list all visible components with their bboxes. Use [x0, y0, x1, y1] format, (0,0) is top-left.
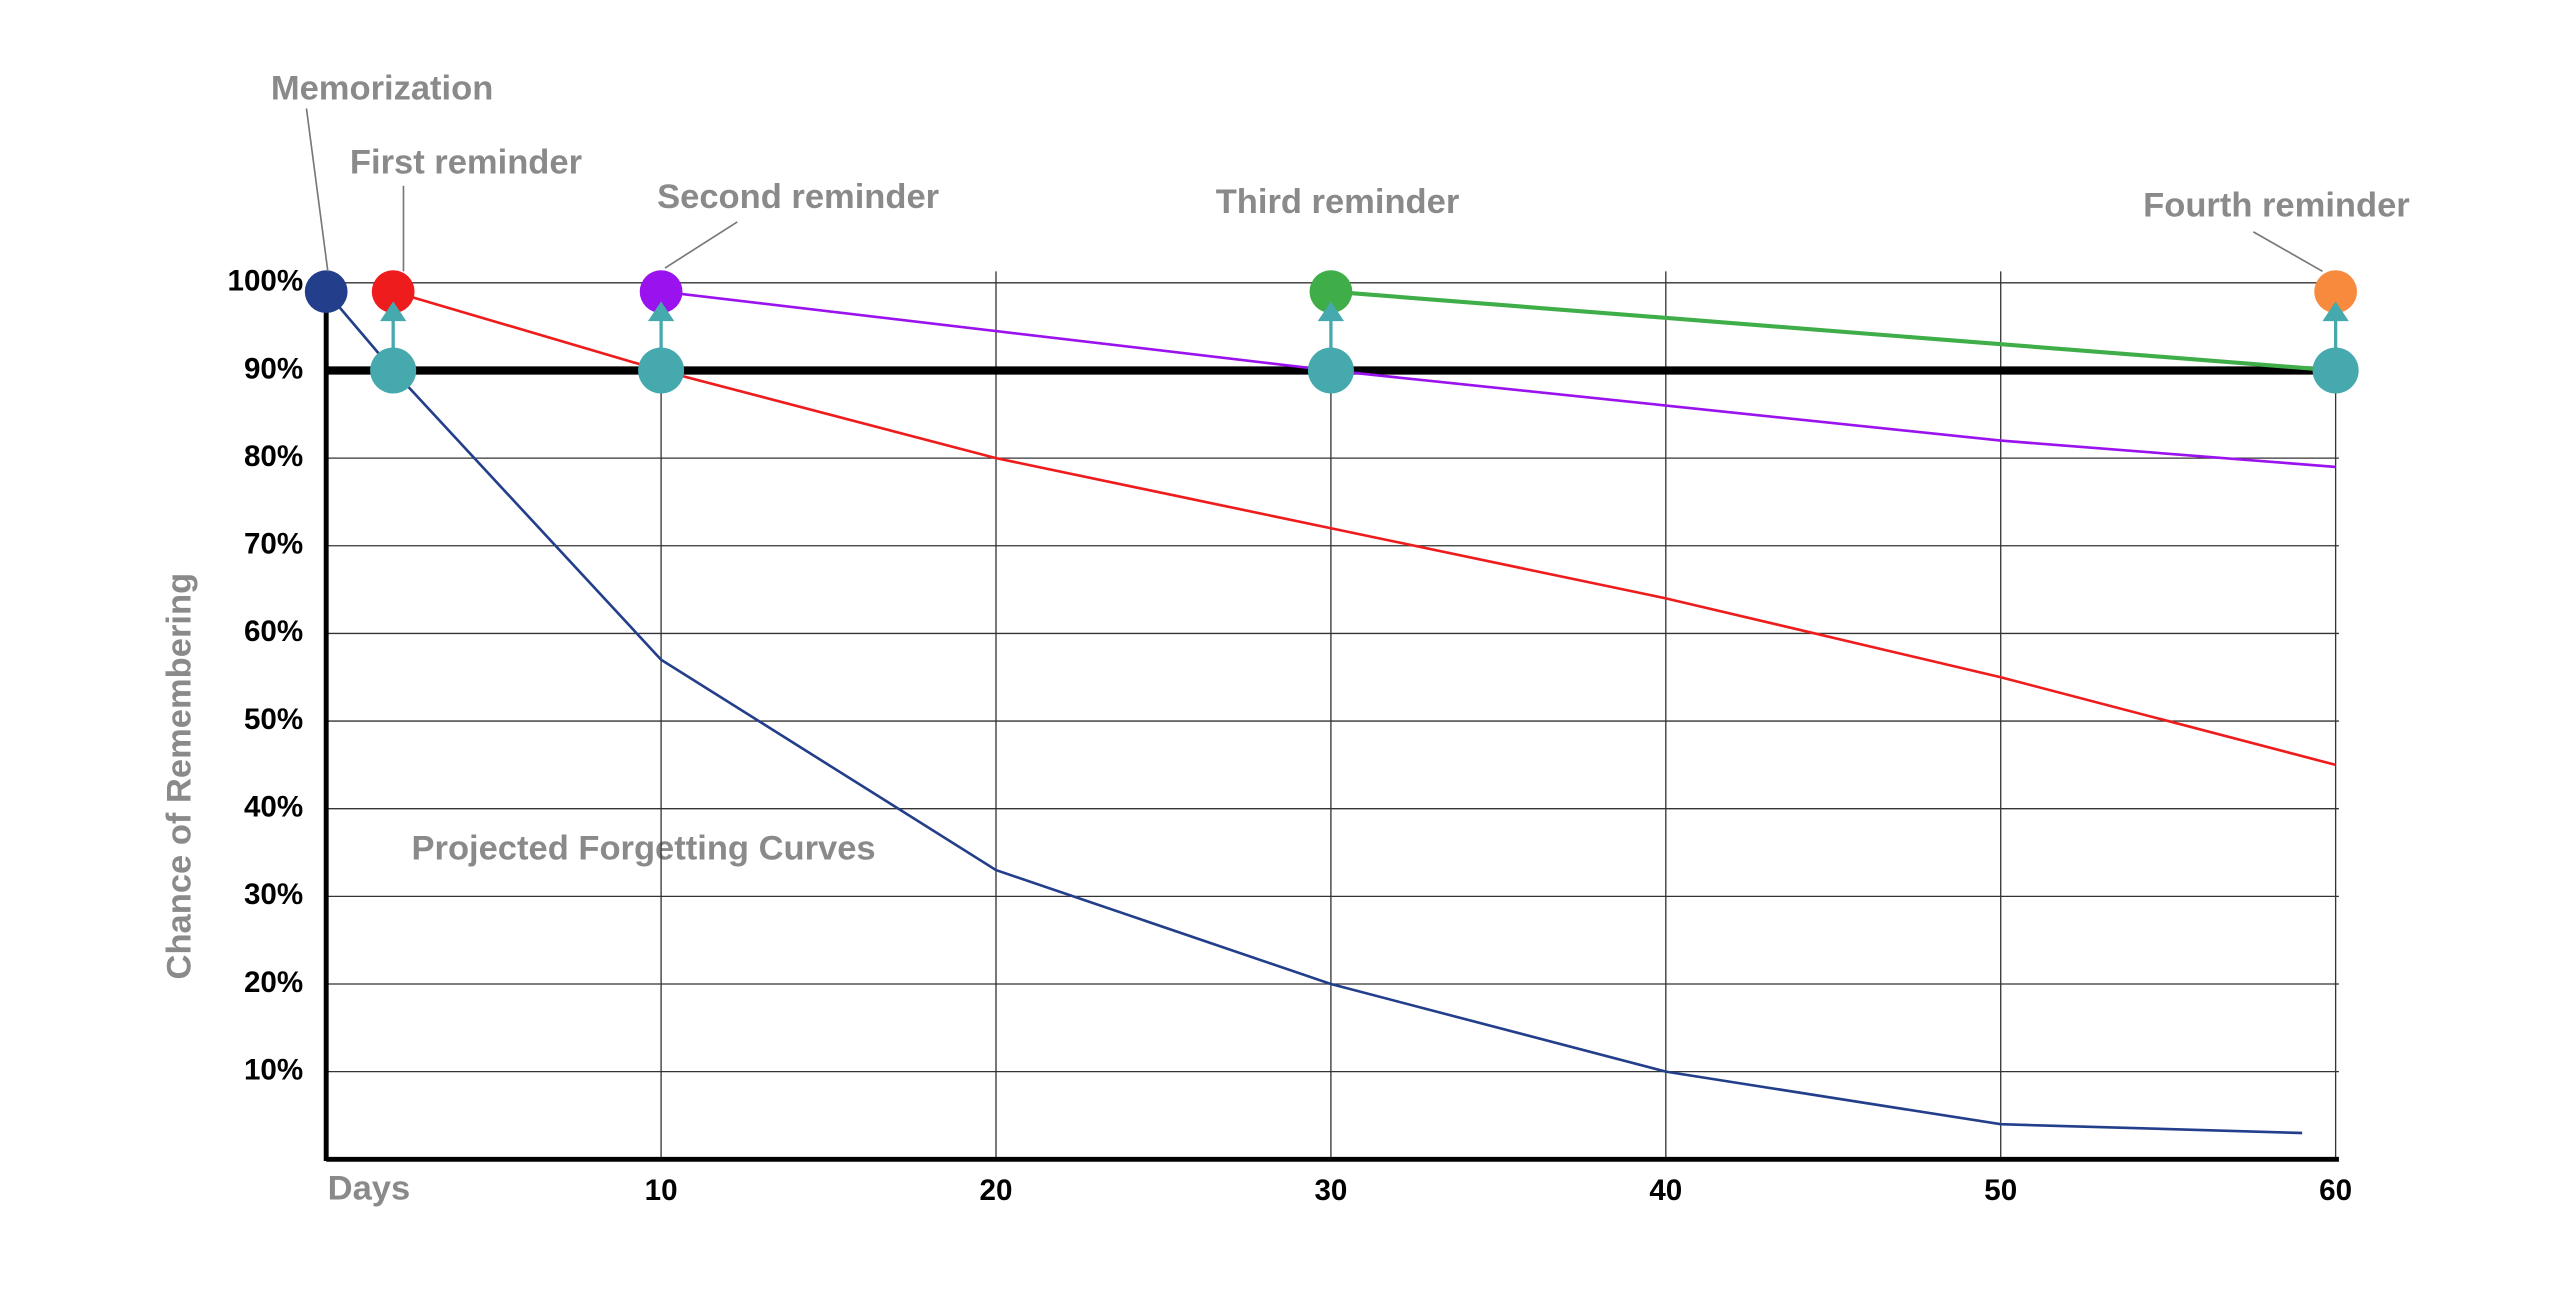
- x-tick-label: 50: [1984, 1174, 2017, 1207]
- y-tick-label: 90%: [244, 352, 303, 385]
- y-tick-label: 30%: [244, 878, 303, 911]
- series-label: Third reminder: [1216, 183, 1460, 221]
- x-tick-label: 20: [980, 1174, 1013, 1207]
- review-point: [638, 347, 685, 394]
- series-line: [1330, 289, 2336, 373]
- leader-line: [2253, 231, 2323, 273]
- review-point: [1307, 347, 1354, 394]
- review-point: [370, 347, 417, 394]
- x-axis-label: Days: [328, 1170, 411, 1208]
- y-tick-label: 10%: [244, 1053, 303, 1086]
- start-point: [639, 270, 683, 313]
- y-tick-label: 80%: [244, 440, 303, 473]
- y-tick-label: 70%: [244, 528, 303, 561]
- series-line: [392, 290, 2336, 767]
- series-label: First reminder: [350, 144, 582, 182]
- annotation: Projected Forgetting Curves: [411, 829, 875, 867]
- start-point: [2314, 270, 2358, 313]
- x-tick-label: 10: [645, 1174, 678, 1207]
- y-tick-label: 40%: [244, 791, 303, 824]
- x-tick-label: 60: [2319, 1174, 2352, 1207]
- x-tick-label: 30: [1314, 1174, 1347, 1207]
- y-axis-label: Chance of Remembering: [161, 573, 199, 980]
- review-arrowhead: [2322, 301, 2349, 322]
- review-point: [2312, 347, 2359, 394]
- review-arrowhead: [647, 301, 675, 322]
- leader-line: [305, 108, 329, 272]
- review-arrowhead: [1317, 301, 1345, 322]
- x-tick-label: 40: [1649, 1174, 1682, 1207]
- review-arrowhead: [380, 301, 407, 322]
- y-tick-label: 50%: [244, 703, 303, 736]
- series-label: Fourth reminder: [2143, 186, 2410, 224]
- series-line: [660, 290, 2336, 469]
- y-tick-label: 20%: [244, 966, 303, 999]
- start-point: [371, 270, 415, 313]
- start-point: [1309, 270, 1353, 313]
- series-label: Memorization: [271, 70, 493, 108]
- start-point: [304, 270, 348, 313]
- series-line: [325, 290, 2303, 1135]
- series-label: Second reminder: [657, 178, 939, 216]
- y-tick-label: 100%: [228, 265, 304, 298]
- y-tick-label: 60%: [244, 615, 303, 648]
- leader-line: [664, 221, 738, 269]
